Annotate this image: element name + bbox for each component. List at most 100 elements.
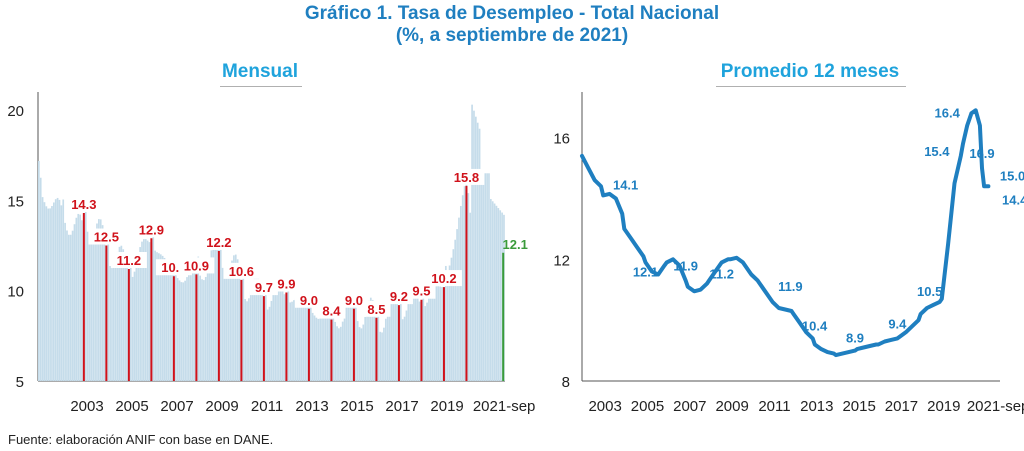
x-tick-label: 2007: [160, 398, 193, 415]
monthly-bar: [49, 208, 51, 381]
x-tick-label: 2009: [205, 398, 238, 415]
line-data-label: 16.9: [969, 146, 994, 161]
monthly-bar: [324, 310, 327, 381]
monthly-bar: [354, 297, 357, 381]
monthly-bar: [171, 269, 173, 381]
monthly-bar: [358, 327, 361, 381]
monthly-bar: [446, 273, 449, 381]
monthly-bar: [302, 300, 305, 381]
monthly-bar: [429, 293, 432, 381]
monthly-bar: [201, 279, 203, 381]
monthly-bar: [41, 197, 44, 381]
monthly-bar: [144, 239, 147, 381]
monthly-bar: [381, 332, 383, 381]
label-bg: [223, 262, 260, 279]
subtitle-mensual: Mensual: [221, 61, 299, 82]
monthly-bar: [186, 277, 188, 381]
monthly-bar: [433, 287, 436, 381]
monthly-bar: [338, 328, 340, 381]
monthly-bar: [236, 259, 239, 381]
chart-title-line2: (%, a septiembre de 2021): [395, 25, 629, 46]
monthly-bar: [467, 193, 470, 381]
monthly-bar: [454, 239, 457, 381]
monthly-bar: [71, 230, 74, 381]
monthly-bar: [178, 280, 181, 381]
monthly-bar: [311, 312, 314, 381]
line-data-label: 12.1: [633, 264, 658, 279]
monthly-bar: [478, 128, 481, 381]
x-tick-label: 2017: [385, 398, 418, 415]
monthly-bar: [94, 230, 96, 381]
monthly-bar: [163, 257, 166, 381]
monthly-bar: [206, 269, 209, 381]
x-tick-label: 2019: [927, 398, 960, 415]
monthly-bar: [75, 217, 78, 381]
monthly-bar: [418, 301, 421, 381]
monthly-bar: [499, 210, 502, 381]
label-bg: [249, 279, 278, 296]
monthly-bar: [377, 311, 380, 381]
latest-label: 12.1: [503, 237, 528, 252]
monthly-bar: [193, 264, 196, 381]
monthly-bar: [227, 274, 230, 381]
x-tick-label: 2017: [885, 398, 918, 415]
label-bg: [272, 275, 301, 292]
data-label: 9.0: [345, 293, 363, 308]
monthly-bar: [484, 173, 487, 381]
monthly-bar: [341, 321, 344, 381]
monthly-bar: [347, 298, 350, 381]
monthly-bar: [223, 275, 226, 381]
monthly-bar: [278, 282, 280, 381]
monthly-bar: [253, 277, 256, 381]
line-data-label: 14.1: [613, 177, 638, 192]
monthly-bar: [339, 326, 342, 381]
monthly-bar: [180, 282, 183, 381]
monthly-bar: [373, 307, 376, 381]
label-bg: [425, 270, 462, 287]
label-bg: [384, 288, 413, 305]
monthly-bar: [362, 324, 365, 381]
label-bg: [65, 196, 102, 213]
monthly-bar: [424, 306, 427, 381]
monthly-bar: [444, 265, 447, 381]
x-tick-label: 2015: [340, 398, 373, 415]
monthly-bar: [469, 212, 472, 381]
monthly-bar: [249, 291, 252, 381]
monthly-bar: [473, 110, 475, 381]
monthly-bar: [116, 251, 119, 381]
monthly-bar: [165, 260, 168, 381]
monthly-bar: [203, 280, 205, 381]
monthly-bar: [486, 173, 488, 381]
line-data-label: 11.9: [673, 259, 698, 274]
monthly-bar: [474, 116, 477, 381]
monthly-bar: [351, 296, 353, 381]
data-label: 10.6: [229, 264, 254, 279]
monthly-bar: [394, 296, 397, 381]
x-tick-label: 2021-sep: [473, 398, 536, 415]
monthly-bar: [62, 199, 65, 381]
monthly-bar: [120, 245, 123, 381]
monthly-bar: [413, 289, 415, 381]
monthly-bar: [461, 195, 464, 381]
monthly-bar: [274, 287, 277, 381]
x-tick-label: 2003: [588, 398, 621, 415]
monthly-bar: [328, 309, 331, 381]
monthly-bar: [491, 201, 494, 381]
monthly-bar: [234, 254, 237, 381]
monthly-bar: [174, 261, 177, 381]
monthly-bar: [368, 300, 370, 381]
y-tick-label: 5: [16, 374, 24, 391]
data-label: 12.2: [206, 235, 231, 250]
monthly-bar: [244, 299, 246, 381]
monthly-bar: [279, 285, 282, 381]
monthly-bar: [495, 205, 498, 381]
monthly-bar: [54, 199, 57, 381]
label-bg: [88, 228, 125, 245]
monthly-bar: [426, 302, 428, 381]
monthly-bar: [90, 240, 93, 381]
label-bg: [200, 233, 237, 250]
monthly-bar: [197, 256, 200, 381]
data-label: 12.5: [94, 230, 119, 245]
monthly-bar: [109, 266, 111, 381]
monthly-bar: [416, 296, 419, 381]
